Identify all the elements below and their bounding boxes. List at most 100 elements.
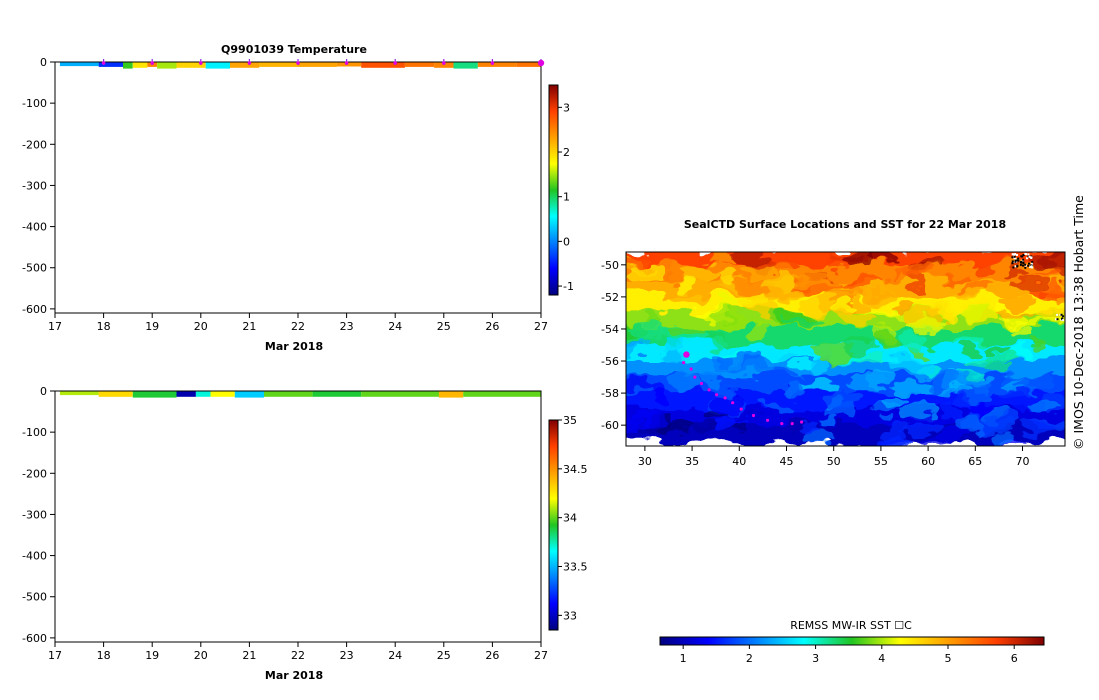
sst-patch bbox=[956, 378, 981, 390]
sst-patch bbox=[954, 397, 970, 407]
ice-pixel bbox=[1027, 253, 1030, 256]
ice-pixel bbox=[1061, 317, 1063, 320]
sst-patch bbox=[883, 420, 905, 440]
sst-patch bbox=[944, 273, 972, 282]
y-tick-label: -500 bbox=[22, 591, 47, 604]
x-tick-label: 24 bbox=[388, 649, 402, 662]
x-tick-label: 17 bbox=[48, 320, 62, 333]
sst-patch bbox=[770, 369, 794, 377]
sst-patch bbox=[626, 252, 657, 264]
map-y-tick-label: -50 bbox=[601, 259, 619, 272]
ice-speckle bbox=[1011, 252, 1065, 322]
temperature-axes: 17 18 19 20 21 22 23 24 25 26 27 0 -100 -200 -300 -400 -… bbox=[22, 56, 548, 333]
temperature-chart-title: Q9901039 Temperature bbox=[221, 43, 367, 56]
x-tick-label: 18 bbox=[97, 649, 111, 662]
ice-pixel bbox=[1031, 266, 1034, 269]
ice-pixel bbox=[1014, 257, 1017, 260]
sst-patch bbox=[1004, 267, 1033, 276]
section-data-cell bbox=[477, 62, 517, 67]
sst-patch bbox=[651, 383, 667, 402]
map-x-tick-label: 70 bbox=[1016, 455, 1030, 468]
seal-current-location bbox=[683, 351, 690, 358]
ice-pixel bbox=[1014, 259, 1017, 262]
sst-map-chart: SealCTD Surface Locations and SST for 22… bbox=[601, 218, 1066, 665]
sst-patch bbox=[708, 310, 745, 327]
map-y-tick-label: -56 bbox=[601, 355, 619, 368]
section-data-cell bbox=[132, 391, 177, 398]
sst-patch bbox=[895, 332, 925, 352]
sst-patch bbox=[1042, 318, 1065, 327]
sst-patch bbox=[955, 288, 984, 299]
sst-patch bbox=[733, 414, 761, 422]
map-y-tick-label: -58 bbox=[601, 387, 619, 400]
ice-pixel bbox=[1017, 257, 1020, 260]
sst-patch bbox=[791, 278, 833, 288]
sst-patch bbox=[747, 324, 765, 339]
sst-patch bbox=[884, 394, 905, 413]
ice-pixel bbox=[1030, 265, 1033, 268]
sst-patch bbox=[893, 265, 908, 276]
colorbar-tick-label: -1 bbox=[563, 280, 574, 293]
sst-patch bbox=[1055, 293, 1065, 302]
profile-marker bbox=[101, 61, 106, 65]
sst-colorbar-tick-label: 5 bbox=[945, 652, 952, 665]
section-data-cell bbox=[123, 62, 133, 69]
sst-patch bbox=[1021, 420, 1055, 435]
ice-pixel bbox=[1011, 253, 1014, 256]
x-tick-label: 26 bbox=[485, 320, 499, 333]
sst-patch bbox=[670, 373, 702, 392]
x-tick-label: 18 bbox=[97, 320, 111, 333]
sst-patch bbox=[953, 339, 992, 346]
seal-location-point bbox=[731, 401, 735, 405]
sst-patch bbox=[991, 433, 1018, 446]
temperature-colorbar bbox=[548, 84, 559, 296]
y-tick-label: -400 bbox=[22, 550, 47, 563]
salinity-data-layer bbox=[59, 391, 541, 398]
sst-colorbar-tick-label: 4 bbox=[878, 652, 885, 665]
sst-colorbar-ticks: 1 2 3 4 5 6 bbox=[680, 645, 1018, 665]
ice-pixel bbox=[1028, 255, 1031, 258]
ice-pixel bbox=[1012, 266, 1015, 269]
ice-pixel bbox=[1059, 313, 1062, 316]
ice-pixel bbox=[1020, 261, 1023, 263]
sst-patch bbox=[731, 252, 773, 264]
sst-colorbar-label: REMSS MW-IR SST ☐C bbox=[790, 619, 912, 632]
x-tick-label: 21 bbox=[242, 649, 256, 662]
sst-patch bbox=[764, 401, 795, 410]
y-tick-label: -100 bbox=[22, 426, 47, 439]
x-tick-label: 22 bbox=[291, 649, 305, 662]
colorbar-tick-label: 34 bbox=[563, 512, 577, 525]
sst-colorbar bbox=[659, 636, 1045, 646]
profile-marker bbox=[393, 61, 398, 65]
sst-patch bbox=[798, 381, 840, 392]
sst-patch bbox=[996, 310, 1037, 317]
seal-location-point bbox=[739, 407, 743, 411]
sst-patch bbox=[869, 254, 895, 264]
sst-patch bbox=[702, 252, 734, 264]
profile-marker bbox=[296, 61, 300, 65]
profile-marker bbox=[199, 61, 203, 65]
sst-patch bbox=[780, 317, 818, 327]
sst-patch bbox=[1040, 270, 1061, 279]
ice-pixel bbox=[1024, 263, 1027, 266]
ice-pixel bbox=[1026, 257, 1028, 260]
profile-marker bbox=[442, 61, 446, 65]
sst-map-frame bbox=[625, 251, 1066, 447]
sst-patch bbox=[1026, 399, 1055, 409]
ice-pixel bbox=[1027, 264, 1030, 267]
sst-patch bbox=[719, 271, 734, 291]
x-tick-label: 23 bbox=[340, 649, 354, 662]
sst-patch bbox=[891, 379, 936, 395]
section-data-cell bbox=[264, 391, 313, 397]
colorbar-tick-label: 34.5 bbox=[563, 463, 588, 476]
sst-colorbar-tick-label: 1 bbox=[680, 652, 687, 665]
sst-patch bbox=[781, 353, 797, 361]
section-data-cell bbox=[298, 62, 337, 67]
seal-location-point bbox=[693, 375, 697, 379]
colorbar-tick-label: 33.5 bbox=[563, 561, 588, 574]
y-tick-label: -400 bbox=[22, 221, 47, 234]
section-data-cell bbox=[259, 62, 298, 67]
salinity-colorbar bbox=[548, 419, 559, 631]
ice-pixel bbox=[1056, 313, 1059, 316]
sst-patch bbox=[691, 418, 717, 429]
